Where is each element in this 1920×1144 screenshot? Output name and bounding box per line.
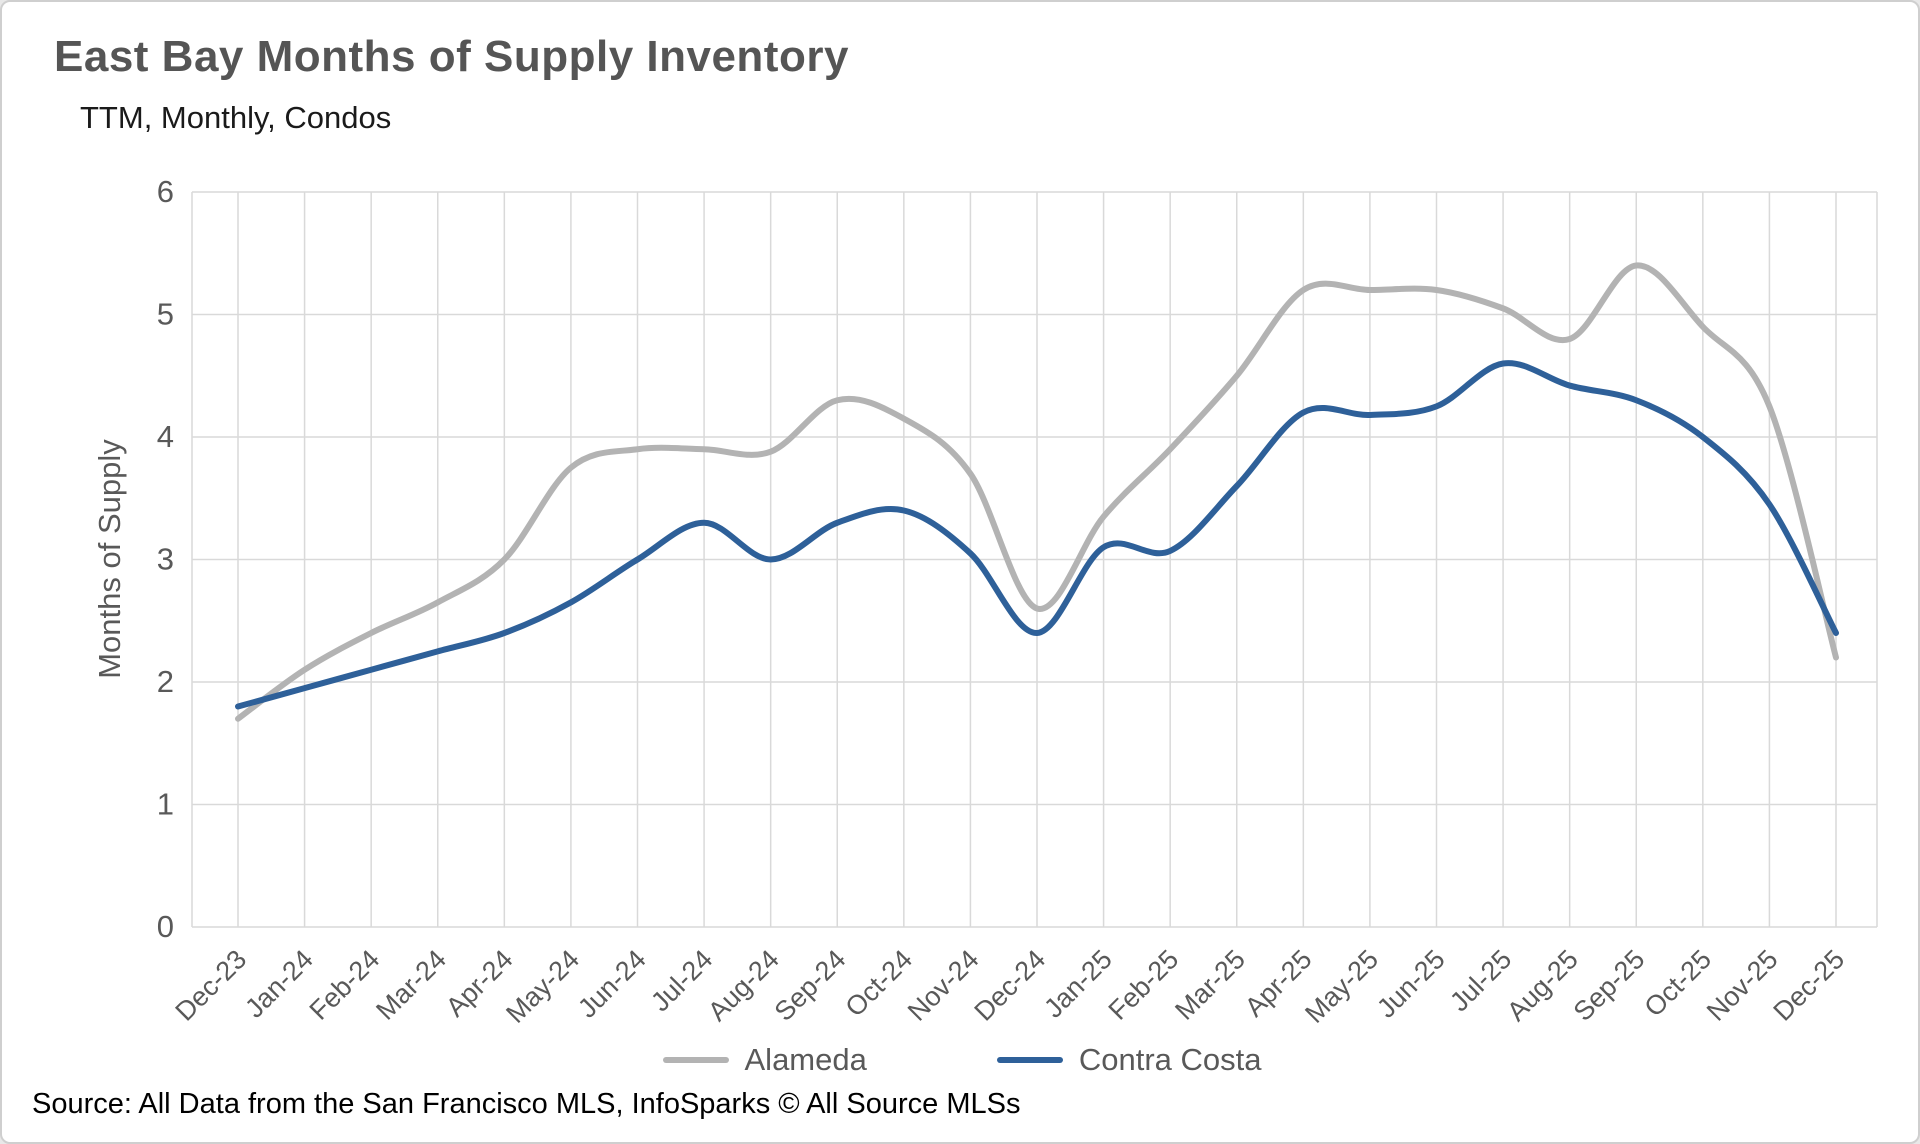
x-tick-label: Aug-24 [702,944,785,1027]
y-tick-label: 4 [157,419,174,454]
chart-subtitle: TTM, Monthly, Condos [80,100,392,135]
y-axis-tick-labels: 0 1 2 3 4 5 6 [157,174,174,944]
x-tick-label: Feb-24 [304,944,386,1026]
chart-legend: Alameda Contra Costa [2,1042,1918,1078]
alameda-line-marker-icon [662,1057,729,1063]
x-tick-label: Dec-25 [1767,944,1850,1027]
x-tick-label: May-24 [500,944,585,1029]
x-tick-label: Nov-24 [902,944,985,1027]
y-tick-label: 1 [157,787,174,822]
y-tick-label: 3 [157,542,174,577]
y-tick-label: 6 [157,174,174,209]
legend-item-contra-costa: Contra Costa [996,1042,1262,1078]
x-tick-label: Jan-24 [239,944,319,1024]
x-axis-tick-labels: Dec-23Jan-24Feb-24Mar-24Apr-24May-24Jun-… [169,944,1850,1029]
y-tick-label: 0 [157,909,174,944]
x-tick-label: Jun-25 [1371,944,1451,1024]
x-tick-label: May-25 [1299,944,1384,1029]
legend-label-contra-costa: Contra Costa [1078,1042,1262,1077]
x-tick-label: Mar-24 [370,944,452,1026]
x-tick-label: Mar-25 [1169,944,1251,1026]
x-tick-label: Dec-24 [968,944,1051,1027]
x-tick-label: Feb-25 [1103,944,1185,1026]
series-line-alameda [235,262,1839,722]
y-axis-title: Months of Supply [92,439,127,679]
y-tick-label: 5 [157,297,174,332]
source-note: Source: All Data from the San Francisco … [32,1088,1021,1120]
legend-label-alameda: Alameda [744,1042,867,1077]
x-tick-label: Jun-24 [572,944,652,1024]
chart-title: East Bay Months of Supply Inventory [54,32,849,81]
x-tick-label: Dec-23 [169,944,252,1027]
series-lines [235,262,1839,722]
series-line-contra-costa [235,360,1839,710]
x-tick-label: Sep-24 [769,944,852,1027]
x-tick-label: Sep-25 [1568,944,1651,1027]
gridlines [191,191,1878,928]
y-tick-label: 2 [157,664,174,699]
x-tick-label: Nov-25 [1701,944,1784,1027]
x-tick-label: Aug-25 [1501,944,1584,1027]
contra-costa-line-marker-icon [996,1057,1063,1063]
x-tick-label: Jan-25 [1038,944,1118,1024]
legend-item-alameda: Alameda [662,1042,867,1078]
